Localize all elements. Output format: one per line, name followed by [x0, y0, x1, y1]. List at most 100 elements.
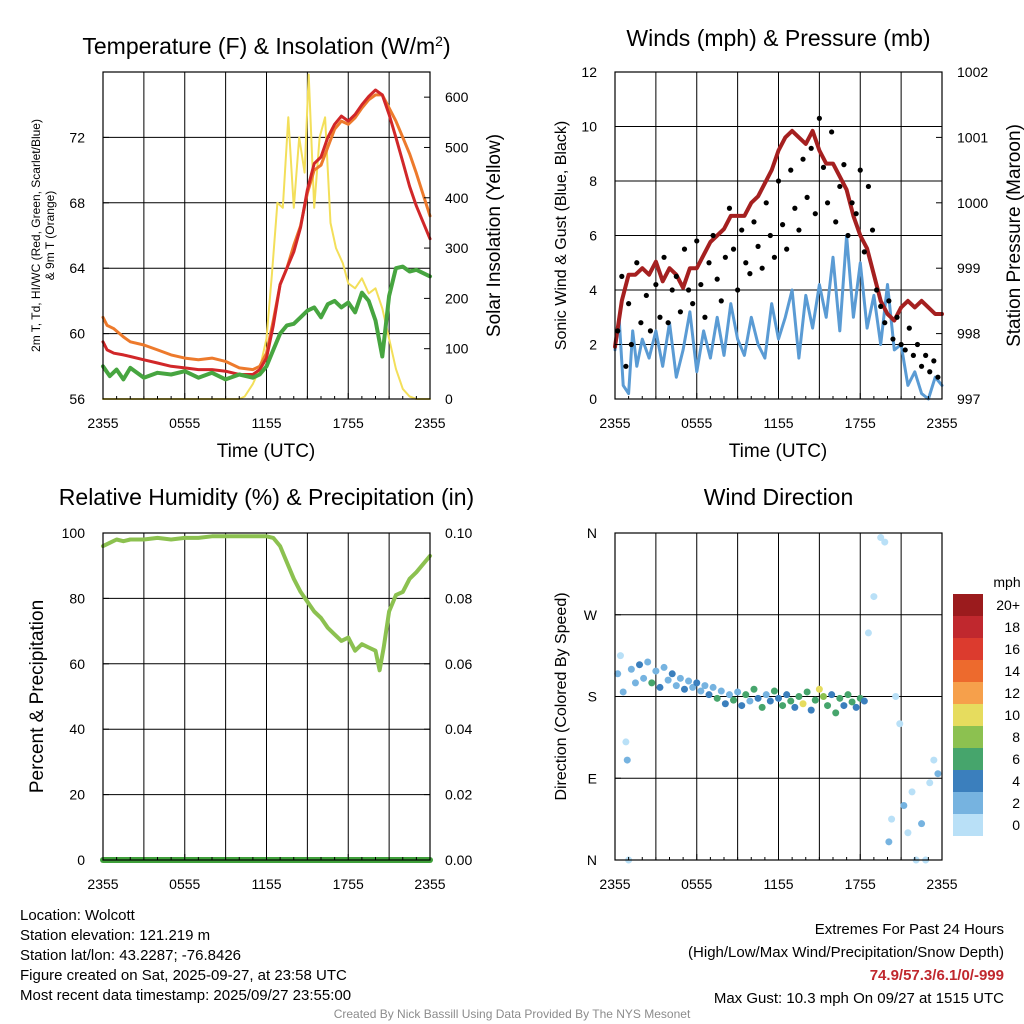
direction-point — [848, 698, 856, 706]
y-tick-label-right: 0.10 — [445, 525, 472, 541]
y-tick-label-right: 1000 — [957, 195, 988, 211]
y-tick-label-right: 998 — [957, 326, 981, 342]
direction-point — [709, 683, 717, 691]
y-tick-label: E — [588, 770, 597, 786]
x-tick-label: 1155 — [251, 415, 281, 431]
direction-point — [926, 779, 934, 787]
gust-point — [902, 347, 908, 353]
gust-point — [714, 276, 720, 282]
gust-point — [816, 115, 822, 121]
gust-point — [820, 164, 827, 170]
direction-point — [852, 703, 860, 711]
extremes-panel: Extremes For Past 24 Hours (High/Low/Max… — [688, 918, 1004, 1010]
direction-point — [908, 788, 916, 796]
gust-point — [647, 328, 654, 334]
gust-point — [829, 129, 835, 135]
extremes-values: 74.9/57.3/6.1/0/-999 — [869, 967, 1004, 984]
gust-point — [788, 167, 794, 173]
gust-point — [657, 314, 663, 320]
x-tick-label: 1755 — [333, 876, 364, 892]
gust-point — [710, 232, 716, 239]
series-relative-humidity — [101, 534, 432, 673]
direction-point — [832, 709, 840, 717]
y-tick-label-right: 0.00 — [445, 852, 472, 868]
direction-point — [689, 683, 697, 691]
direction-point — [725, 691, 733, 699]
direction-point — [668, 670, 676, 678]
series-2m-t — [101, 88, 432, 376]
y-tick-label: N — [587, 852, 597, 868]
direction-point — [904, 829, 912, 837]
direction-point — [750, 685, 758, 693]
direction-point — [701, 682, 709, 690]
y-tick-label-right: 0.08 — [445, 590, 472, 606]
legend-label: 14 — [1004, 663, 1020, 679]
gust-point — [669, 287, 675, 293]
gust-point — [767, 232, 773, 239]
direction-point — [770, 687, 778, 695]
x-tick-label: 1155 — [251, 876, 281, 892]
legend-title: mph — [993, 574, 1020, 590]
direction-point — [819, 693, 827, 700]
direction-point — [934, 770, 942, 778]
direction-point — [900, 802, 908, 809]
gust-point — [634, 260, 640, 266]
x-tick-label: 2355 — [926, 876, 957, 892]
x-tick-label: 1755 — [333, 415, 364, 431]
legend-swatch — [953, 748, 983, 770]
legend-label: 0 — [1012, 817, 1020, 833]
gust-point — [735, 287, 741, 293]
direction-point — [828, 691, 836, 699]
x-axis-label: Time (UTC) — [729, 441, 828, 462]
extremes-title: Extremes For Past 24 Hours — [814, 921, 1004, 938]
gust-point — [628, 341, 634, 348]
y-tick-label: N — [587, 525, 597, 541]
y-tick-label-right: 999 — [957, 260, 981, 276]
y-tick-label-right: 400 — [445, 190, 469, 206]
x-axis-label: Time (UTC) — [217, 441, 316, 462]
direction-point — [622, 738, 630, 746]
legend-label: 2 — [1012, 795, 1020, 811]
direction-point — [672, 682, 680, 690]
legend-label: 12 — [1004, 685, 1020, 701]
gust-point — [681, 246, 688, 252]
y-tick-label: 8 — [589, 173, 597, 189]
gust-point — [677, 309, 684, 315]
gust-point — [726, 205, 733, 211]
direction-point — [742, 691, 750, 699]
gust-point — [722, 254, 728, 260]
direction-point — [680, 685, 688, 693]
direction-point — [762, 691, 770, 699]
station-location: Location: Wolcott — [20, 907, 135, 924]
x-tick-label: 1155 — [763, 876, 793, 892]
gust-point — [890, 336, 896, 342]
station-elevation: Station elevation: 121.219 m — [20, 927, 211, 944]
gust-point — [739, 227, 745, 233]
gust-point — [779, 222, 786, 228]
gust-point — [653, 281, 659, 288]
y-tick-label: 4 — [589, 282, 597, 298]
gust-point — [849, 200, 855, 206]
direction-point — [885, 838, 893, 846]
y-tick-label: 64 — [69, 260, 85, 276]
direction-point — [840, 702, 848, 710]
gust-point — [861, 249, 867, 255]
direction-point — [799, 700, 807, 708]
gust-point — [755, 243, 761, 249]
direction-point — [787, 697, 795, 705]
x-tick-label: 0555 — [169, 876, 200, 892]
x-tick-label: 2355 — [87, 415, 118, 431]
y-tick-label: 68 — [69, 195, 85, 211]
legend-swatch — [953, 594, 983, 616]
direction-point — [713, 694, 721, 702]
y-axis-label-right: Station Pressure (Maroon) — [1004, 124, 1024, 347]
y-tick-label: 40 — [69, 721, 85, 737]
gust-point — [702, 314, 708, 320]
direction-point — [648, 679, 656, 687]
legend-swatch — [953, 682, 983, 704]
direction-point — [815, 685, 823, 693]
gust-point — [927, 369, 933, 375]
gust-point — [763, 200, 769, 206]
x-tick-label: 1755 — [845, 415, 876, 431]
